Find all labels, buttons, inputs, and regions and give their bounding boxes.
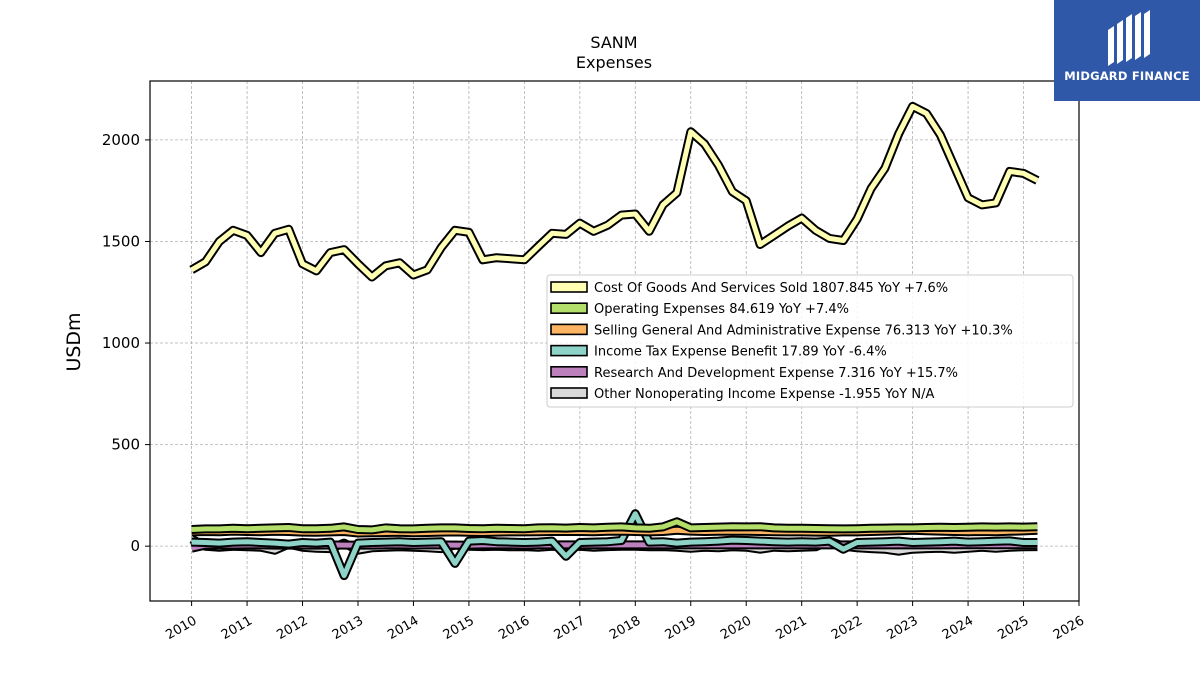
x-tick-label: 2022 [829, 613, 865, 643]
legend-label: Income Tax Expense Benefit 17.89 YoY -6.… [594, 345, 887, 360]
y-tick-label: 0 [130, 537, 140, 555]
series-3 [191, 509, 1038, 581]
x-tick-label: 2017 [552, 613, 588, 643]
x-tick-label: 2013 [330, 613, 366, 643]
brand-logo: MIDGARD FINANCE [1054, 0, 1200, 101]
series-1 [191, 517, 1038, 535]
legend-label: Cost Of Goods And Services Sold 1807.845… [594, 281, 948, 296]
x-tick-label: 2016 [496, 613, 532, 643]
y-tick-label: 2000 [102, 131, 140, 149]
legend-label: Operating Expenses 84.619 YoY +7.4% [594, 302, 849, 317]
legend-swatch [550, 387, 588, 399]
x-tick-label: 2024 [940, 613, 976, 643]
legend-entry: Other Nonoperating Income Expense -1.955… [550, 387, 934, 402]
series-line [191, 511, 1038, 579]
legend: Cost Of Goods And Services Sold 1807.845… [546, 274, 1074, 408]
legend-swatch [550, 323, 588, 336]
chart-subtitle: Expenses [576, 53, 652, 72]
brand-name: MIDGARD FINANCE [1064, 69, 1190, 83]
series-line [190, 103, 1039, 280]
series-0 [189, 101, 1040, 282]
x-tick-label: 2023 [884, 613, 920, 643]
y-tick-label: 1000 [102, 334, 140, 352]
legend-swatch [550, 365, 588, 378]
legend-label: Selling General And Administrative Expen… [594, 323, 1013, 338]
x-tick-label: 2011 [219, 613, 255, 643]
series-lines [189, 101, 1040, 581]
legend-box [546, 274, 1074, 408]
legend-entry: Selling General And Administrative Expen… [550, 323, 1013, 338]
legend-swatch [550, 302, 588, 315]
x-tick-label: 2019 [663, 613, 699, 643]
legend-swatch [550, 344, 588, 357]
x-tick-label: 2025 [995, 613, 1031, 643]
x-tick-label: 2021 [774, 613, 810, 643]
chart-title: SANM [590, 33, 637, 52]
y-tick-label: 500 [111, 436, 140, 454]
x-tick-label: 2018 [607, 613, 643, 643]
x-tick-label: 2020 [718, 613, 754, 643]
legend-label: Other Nonoperating Income Expense -1.955… [594, 387, 934, 402]
legend-swatch [550, 281, 588, 293]
x-tick-label: 2012 [274, 613, 310, 643]
plot-frame [149, 80, 1080, 602]
y-tick-label: 1500 [102, 232, 140, 250]
legend-entry: Operating Expenses 84.619 YoY +7.4% [550, 302, 849, 317]
brand-mark-icon [1108, 10, 1150, 66]
series-line-outline [189, 101, 1040, 282]
series-line [191, 519, 1038, 533]
legend-entry: Income Tax Expense Benefit 17.89 YoY -6.… [550, 344, 887, 360]
x-tick-label: 2014 [385, 613, 421, 643]
y-axis-label: USDm [63, 312, 85, 371]
legend-label: Research And Development Expense 7.316 Y… [594, 366, 958, 381]
x-tick-label: 2026 [1051, 613, 1087, 643]
legend-entry: Research And Development Expense 7.316 Y… [550, 365, 958, 381]
legend-entry: Cost Of Goods And Services Sold 1807.845… [550, 281, 948, 296]
x-tick-label: 2010 [163, 613, 199, 643]
x-tick-label: 2015 [441, 613, 477, 643]
